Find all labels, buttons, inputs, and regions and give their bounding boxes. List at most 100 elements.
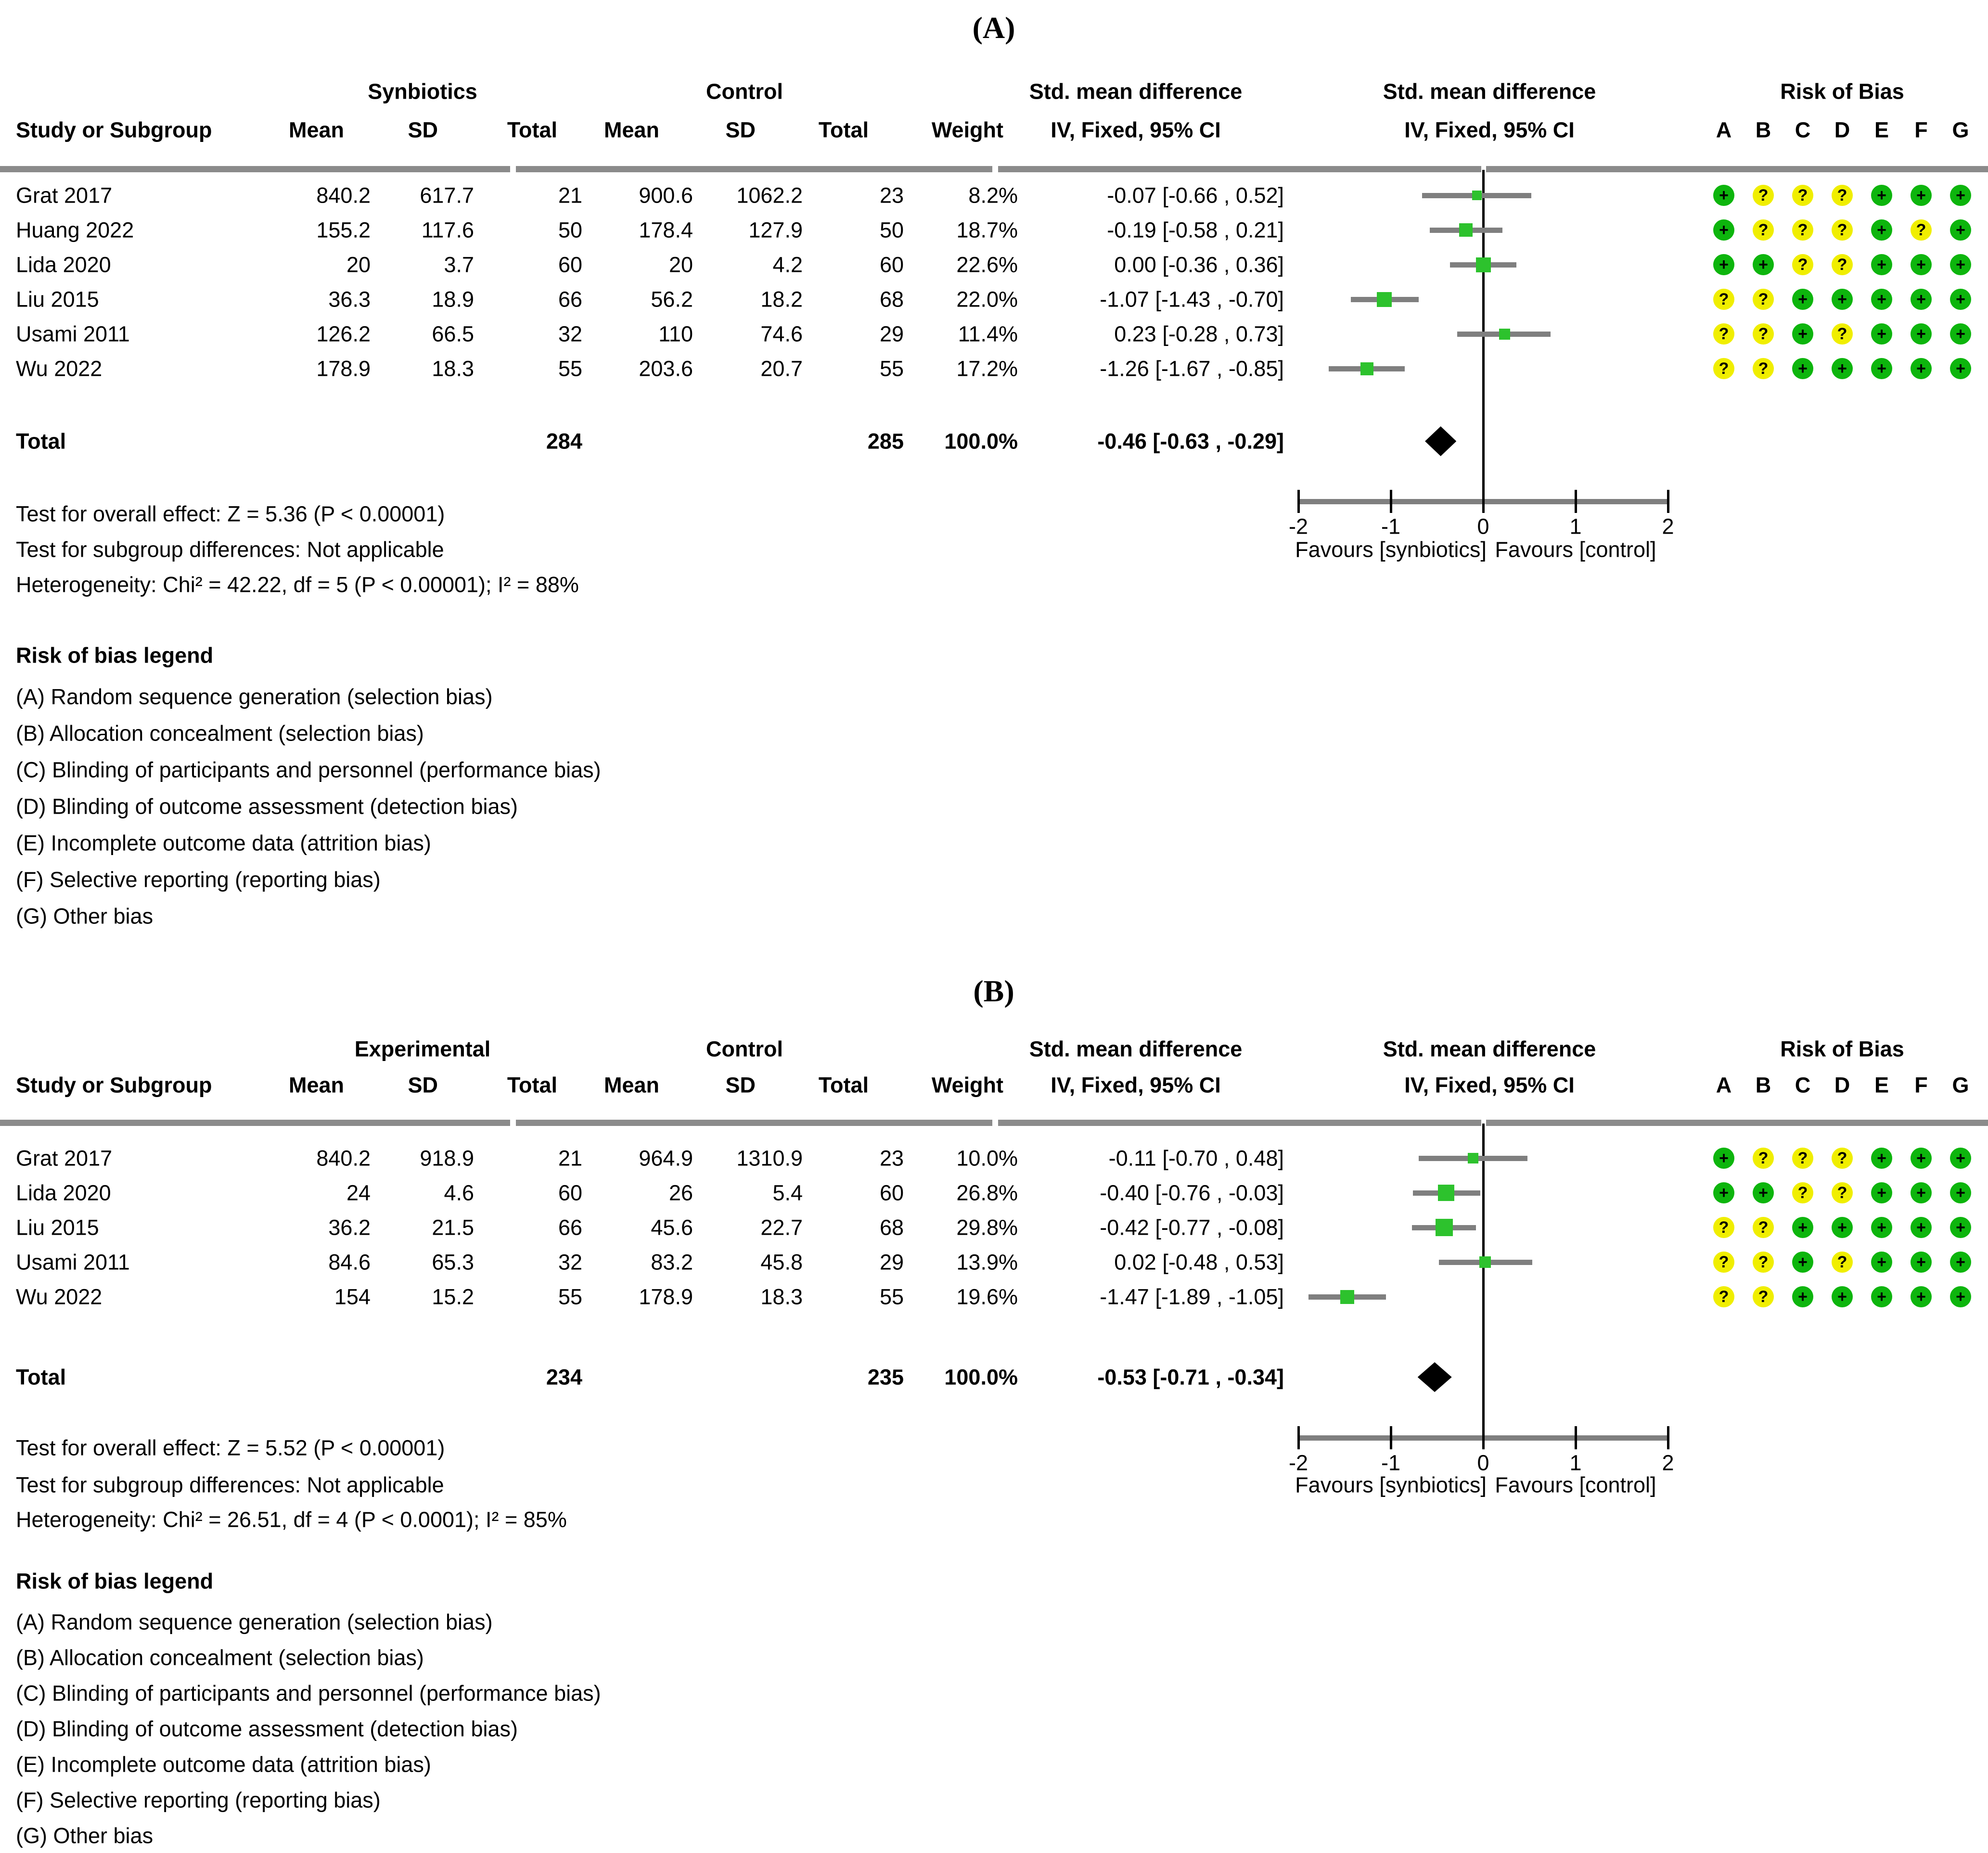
effect-marker (1459, 223, 1473, 237)
weight-cell: 13.9% (956, 1250, 1018, 1275)
rob-icon-unclear-risk: ? (1713, 1252, 1734, 1273)
mean_e-cell: 154 (334, 1284, 371, 1309)
mean_e-cell: 840.2 (316, 183, 371, 208)
col-header-study: Study or Subgroup (16, 1073, 212, 1098)
mean_c-cell: 56.2 (651, 287, 693, 312)
col-header-mean_c: Mean (603, 117, 659, 142)
n_c-cell: 50 (879, 217, 904, 243)
axis-tick (1575, 1426, 1577, 1449)
weight-cell: 19.6% (956, 1284, 1018, 1309)
mean_e-cell: 20 (346, 252, 371, 277)
rob-icon-low-risk: + (1713, 1148, 1734, 1169)
axis-tick-label: 2 (1662, 1450, 1674, 1475)
rob-icon-low-risk: + (1871, 289, 1892, 310)
n_e-cell: 50 (558, 217, 582, 243)
n_c-cell: 23 (879, 1146, 904, 1171)
test-subgroup-differences-text: Test for subgroup differences: Not appli… (16, 1472, 444, 1497)
rob-column-letter: A (1716, 1073, 1732, 1098)
sd_c-cell: 4.2 (772, 252, 803, 277)
rob-legend-item: (A) Random sequence generation (selectio… (16, 1610, 493, 1635)
sd_c-cell: 22.7 (760, 1215, 803, 1240)
study-label: Lida 2020 (16, 252, 111, 277)
rob-icon-unclear-risk: ? (1792, 1148, 1813, 1169)
sd_c-cell: 1310.9 (736, 1146, 803, 1171)
weight-cell: 17.2% (956, 356, 1018, 381)
rob-column-letter: D (1834, 117, 1850, 142)
rob-column-letter: F (1914, 1073, 1928, 1098)
heterogeneity-text: Heterogeneity: Chi² = 26.51, df = 4 (P <… (16, 1507, 567, 1532)
rob-icon-unclear-risk: ? (1832, 219, 1853, 241)
rob-column-letter: F (1914, 117, 1928, 142)
favours-right-label: Favours [control] (1495, 537, 1656, 562)
rob-icon-unclear-risk: ? (1713, 289, 1734, 310)
study-label: Lida 2020 (16, 1180, 111, 1205)
study-label: Usami 2011 (16, 321, 130, 346)
mean_e-cell: 840.2 (316, 1146, 371, 1171)
sd_c-cell: 18.2 (760, 287, 803, 312)
risk-of-bias-header: Risk of Bias (1780, 1036, 1904, 1061)
rob-icon-unclear-risk: ? (1753, 1286, 1774, 1307)
rob-icon-low-risk: + (1871, 1286, 1892, 1307)
rob-icon-low-risk: + (1871, 358, 1892, 379)
rob-icon-low-risk: + (1950, 254, 1971, 275)
rob-column-letter: B (1755, 117, 1771, 142)
mean_c-cell: 26 (668, 1180, 693, 1205)
study-label: Usami 2011 (16, 1250, 130, 1275)
ci-text-cell: 0.00 [-0.36 , 0.36] (1114, 252, 1284, 277)
col-header-study: Study or Subgroup (16, 117, 212, 142)
mean_c-cell: 45.6 (651, 1215, 693, 1240)
ci-text-cell: -0.19 [-0.58 , 0.21] (1107, 217, 1284, 243)
col-header-weight: Weight (931, 1073, 1003, 1098)
axis-tick-label: 2 (1662, 514, 1674, 539)
group-header-control: Control (706, 79, 783, 104)
n_c-cell: 60 (879, 252, 904, 277)
rob-icon-unclear-risk: ? (1713, 358, 1734, 379)
ci-text-cell: 0.23 [-0.28 , 0.73] (1114, 321, 1284, 346)
ci-text-cell: -0.40 [-0.76 , -0.03] (1100, 1180, 1284, 1205)
rob-icon-unclear-risk: ? (1832, 254, 1853, 275)
rob-icon-low-risk: + (1911, 323, 1932, 345)
study-label: Huang 2022 (16, 217, 134, 243)
col-header-n_e: Total (507, 1073, 557, 1098)
weight-cell: 29.8% (956, 1215, 1018, 1240)
rob-icon-low-risk: + (1713, 1182, 1734, 1203)
col-header-n_c: Total (818, 117, 869, 142)
axis-tick-label: -1 (1381, 514, 1401, 539)
sd_c-cell: 18.3 (760, 1284, 803, 1309)
col-header-mean_e: Mean (288, 1073, 344, 1098)
header-rule (516, 1120, 992, 1126)
effect-marker (1438, 1185, 1455, 1201)
rob-icon-low-risk: + (1753, 254, 1774, 275)
rob-icon-low-risk: + (1871, 1182, 1892, 1203)
group-header-control: Control (706, 1036, 783, 1061)
rob-icon-unclear-risk: ? (1753, 1217, 1774, 1238)
rob-legend-title: Risk of bias legend (16, 643, 214, 668)
rob-icon-low-risk: + (1950, 358, 1971, 379)
sd_e-cell: 66.5 (432, 321, 474, 346)
study-label: Wu 2022 (16, 356, 103, 381)
n_e-cell: 66 (558, 1215, 582, 1240)
rob-legend-item: (G) Other bias (16, 904, 154, 929)
n_e-cell: 21 (558, 183, 582, 208)
rob-icon-unclear-risk: ? (1832, 1252, 1853, 1273)
rob-icon-low-risk: + (1792, 1252, 1813, 1273)
header-rule (998, 166, 1481, 172)
col-header-sd_e: SD (408, 1073, 438, 1098)
sd_e-cell: 4.6 (444, 1180, 474, 1205)
effect-marker (1472, 191, 1482, 200)
rob-legend-item: (C) Blinding of participants and personn… (16, 1681, 601, 1706)
n_e-cell: 21 (558, 1146, 582, 1171)
rob-icon-low-risk: + (1950, 1148, 1971, 1169)
ci-text-cell: -0.42 [-0.77 , -0.08] (1100, 1215, 1284, 1240)
rob-icon-low-risk: + (1871, 185, 1892, 206)
study-label: Liu 2015 (16, 287, 99, 312)
effect-marker (1377, 292, 1392, 307)
sd_e-cell: 3.7 (444, 252, 474, 277)
total-weight: 100.0% (944, 429, 1018, 454)
rob-icon-unclear-risk: ? (1792, 185, 1813, 206)
sd_c-cell: 74.6 (760, 321, 803, 346)
mean_e-cell: 155.2 (316, 217, 371, 243)
